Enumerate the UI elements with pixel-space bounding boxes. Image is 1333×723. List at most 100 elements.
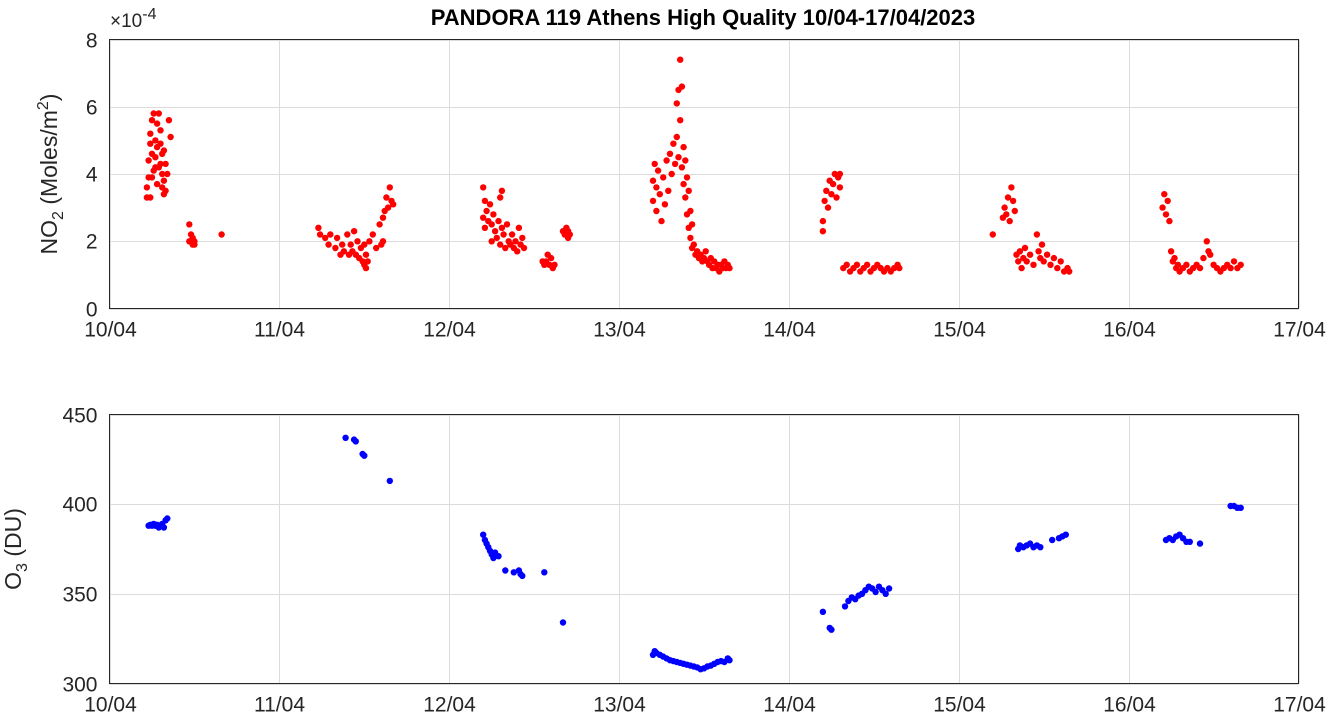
no2-data-point <box>654 167 662 174</box>
no2-data-point <box>1018 264 1025 272</box>
no2-data-point <box>159 150 166 157</box>
no2-data-point <box>651 160 658 168</box>
no2-axes-frame <box>109 39 1299 309</box>
no2-data-point <box>514 248 521 255</box>
no2-data-point <box>364 258 371 265</box>
no2-data-point <box>1001 204 1008 211</box>
o3-data-point <box>559 619 567 626</box>
no2-y-multiplier: ×10-4 <box>110 6 157 32</box>
no2-x-tick-labels: 10/04 11/04 12/04 13/04 14/04 15/04 16/04 17/04 <box>84 319 1326 342</box>
no2-data-point <box>687 234 694 242</box>
no2-data-point <box>316 231 324 238</box>
no2-data-point <box>989 231 996 238</box>
no2-data-point <box>497 241 504 248</box>
no2-data-point <box>821 197 828 205</box>
no2-data-point <box>665 187 672 194</box>
no2-data-point <box>157 127 164 134</box>
no2-data-point <box>690 241 697 248</box>
no2-data-point <box>649 197 657 205</box>
no2-data-point <box>376 221 383 228</box>
no2-data-point <box>668 170 675 178</box>
no2-data-point <box>1030 261 1037 268</box>
no2-data-point <box>843 261 850 268</box>
no2-data-point <box>162 160 169 168</box>
no2-data-point <box>551 261 558 268</box>
no2-data-point <box>702 248 709 255</box>
o3-data-point <box>819 608 827 615</box>
o3-data-point <box>541 569 548 576</box>
no2-data-point <box>390 201 397 208</box>
no2-data-point <box>327 231 334 238</box>
no2-data-point <box>150 110 157 117</box>
o3-data-point <box>510 569 517 576</box>
o3-x-tick-label: 15/04 <box>933 694 986 717</box>
no2-data-point <box>1009 197 1017 205</box>
no2-data-point <box>836 184 844 191</box>
no2-data-point <box>520 244 528 252</box>
no2-data-point <box>1033 231 1041 238</box>
no2-data-point <box>386 184 393 191</box>
no2-data-point <box>160 177 168 184</box>
no2-data-point <box>147 194 154 201</box>
no2-data-point <box>1230 258 1238 265</box>
o3-plot: 10/04 11/04 12/04 13/04 14/04 15/04 16/04 17/04… <box>0 405 1326 717</box>
no2-data-point <box>148 174 156 181</box>
no2-data-point <box>369 231 376 238</box>
no2-data-point <box>155 110 162 117</box>
no2-x-tick-label: 14/04 <box>763 319 816 342</box>
no2-data-point <box>491 228 499 235</box>
no2-data-point <box>1026 251 1034 258</box>
no2-data-point <box>819 228 827 235</box>
no2-data-point <box>1021 244 1029 252</box>
no2-data-point <box>836 170 844 178</box>
no2-data-point <box>656 191 663 198</box>
no2-data-point <box>333 234 341 242</box>
no2-data-point <box>498 224 506 231</box>
no2-data-point <box>675 154 682 161</box>
no2-data-point <box>495 217 502 225</box>
no2-data-point <box>1066 268 1073 275</box>
o3-y-axis-label: O3 (DU) <box>0 508 31 590</box>
no2-data-point <box>164 170 171 178</box>
no2-data-point <box>671 160 679 168</box>
o3-data-point <box>160 524 168 531</box>
o3-data-point <box>1062 531 1070 538</box>
no2-data-point <box>488 221 495 228</box>
no2-data-point <box>1006 217 1013 225</box>
o3-data-point <box>480 531 487 538</box>
no2-data-point <box>350 228 358 235</box>
no2-data-point <box>1008 184 1015 191</box>
no2-data-point <box>167 133 174 141</box>
no2-data-point <box>1207 251 1214 258</box>
o3-data-point <box>386 477 393 485</box>
no2-data-point <box>1004 194 1012 201</box>
no2-data-point <box>508 231 516 238</box>
no2-data-point <box>379 238 387 245</box>
no2-data-point <box>678 164 686 171</box>
o3-data-point <box>1237 504 1244 511</box>
no2-data-point <box>362 251 370 258</box>
o3-data-point <box>164 515 171 522</box>
no2-data-point <box>332 244 339 252</box>
no2-data-point <box>147 140 154 147</box>
no2-data-point <box>1043 251 1051 258</box>
no2-data-point <box>152 164 159 171</box>
o3-x-tick-label: 16/04 <box>1103 694 1156 717</box>
no2-data-point <box>186 221 193 228</box>
no2-data-point <box>1040 258 1047 265</box>
o3-grid <box>109 414 1300 685</box>
no2-data-point <box>673 133 680 141</box>
o3-x-tick-label: 14/04 <box>763 694 816 717</box>
no2-data-point <box>547 254 555 262</box>
no2-data-point <box>819 217 827 225</box>
no2-data-point <box>687 207 694 215</box>
o3-y-tick-label: 300 <box>62 674 97 697</box>
no2-data-point <box>829 180 837 188</box>
no2-data-point <box>503 221 511 228</box>
no2-y-axis-label: NO2 (Moles/m2) <box>35 94 67 255</box>
no2-data-point <box>853 261 861 268</box>
o3-data-point <box>872 588 879 596</box>
no2-data-point <box>649 177 657 184</box>
no2-data-point <box>1159 204 1166 211</box>
o3-y-tick-labels: 300 350 400 450 <box>62 405 97 697</box>
